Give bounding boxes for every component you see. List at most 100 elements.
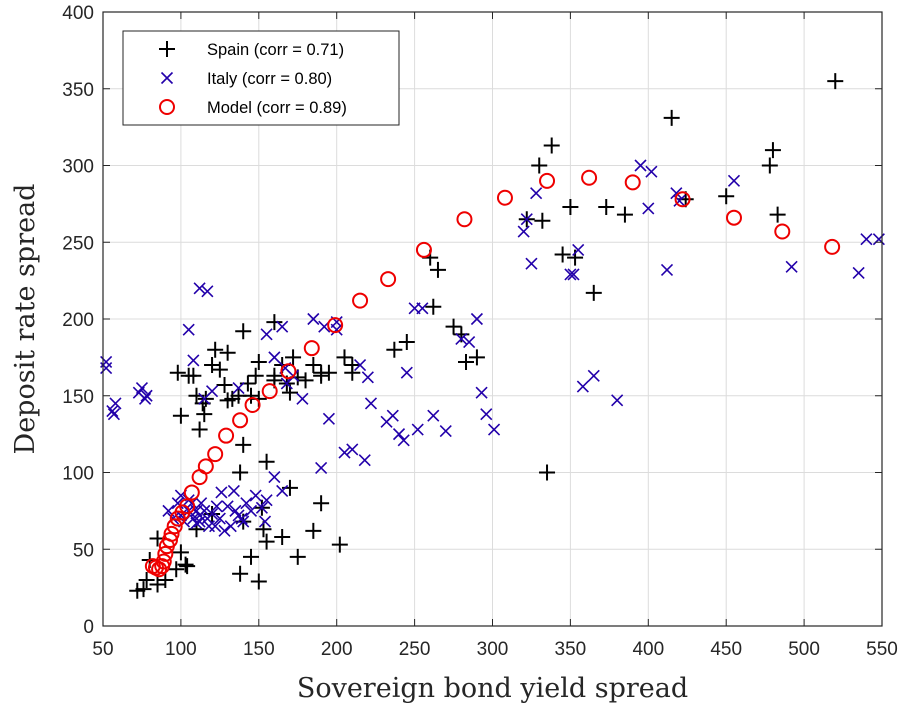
- series-x: [100, 159, 885, 537]
- x-point: [260, 328, 273, 341]
- circle-point: [725, 209, 742, 226]
- plus-point: [305, 357, 322, 374]
- plus-point: [196, 406, 213, 423]
- x-point: [276, 320, 289, 333]
- circle-point: [352, 292, 369, 309]
- circle-point: [303, 340, 320, 357]
- plus-point: [250, 353, 267, 370]
- x-point: [400, 366, 413, 379]
- x-point: [190, 517, 203, 530]
- plus-point: [285, 349, 302, 366]
- x-point: [487, 423, 501, 436]
- x-point: [135, 382, 149, 395]
- legend-label: Model (corr = 0.89): [207, 99, 347, 117]
- x-point: [611, 394, 624, 407]
- plus-point: [232, 565, 249, 582]
- x-point: [439, 424, 452, 438]
- circle-point: [456, 211, 473, 228]
- x-point: [268, 471, 281, 484]
- plus-point: [297, 372, 314, 389]
- circle-point: [244, 396, 261, 413]
- plus-point: [191, 421, 208, 438]
- x-tick-label: 250: [399, 639, 431, 660]
- x-point: [260, 494, 273, 507]
- plus-point: [386, 341, 403, 358]
- x-point: [386, 409, 399, 422]
- circle-point: [232, 412, 249, 429]
- y-tick-label: 350: [62, 80, 94, 101]
- x-point: [634, 159, 647, 172]
- x-point: [100, 355, 113, 369]
- x-point: [660, 263, 674, 276]
- x-tick-label: 500: [788, 639, 820, 660]
- x-point: [642, 202, 655, 215]
- x-point: [276, 484, 289, 497]
- plus-point: [663, 109, 680, 126]
- plus-point: [769, 206, 786, 223]
- plus-point: [468, 349, 485, 366]
- x-point: [232, 382, 245, 395]
- x-point: [785, 260, 798, 273]
- circle-point: [415, 241, 432, 258]
- x-point: [358, 454, 371, 467]
- circle-point: [674, 191, 691, 208]
- x-point: [338, 446, 351, 459]
- legend: Spain (corr = 0.71) Italy (corr = 0.80) Mo…: [122, 30, 400, 126]
- x-point: [209, 520, 222, 533]
- plus-point: [219, 344, 236, 361]
- x-tick-label: 200: [321, 639, 353, 660]
- x-point: [268, 351, 281, 364]
- plus-point: [258, 533, 275, 550]
- x-axis-title: Sovereign bond yield spread: [297, 673, 688, 704]
- x-point: [463, 335, 476, 349]
- series-circle: [144, 169, 841, 578]
- legend-marker-circle: [159, 99, 175, 115]
- plus-point: [247, 367, 264, 384]
- x-point: [235, 512, 248, 525]
- plus-point: [197, 390, 214, 407]
- x-point: [480, 408, 493, 421]
- circle-point: [581, 169, 598, 186]
- plus-point: [177, 556, 194, 573]
- x-point: [315, 461, 328, 474]
- x-point: [670, 187, 683, 200]
- x-point: [139, 392, 152, 405]
- plus-point: [179, 558, 196, 575]
- x-point: [193, 282, 206, 295]
- x-point: [354, 358, 367, 372]
- circle-point: [539, 172, 556, 189]
- plus-point: [235, 436, 252, 453]
- tick-layer: 50 100 150 200 250 300 350 400 450 500 55005010015…: [62, 3, 898, 660]
- x-tick-label: 300: [477, 639, 509, 660]
- plus-point: [138, 571, 155, 588]
- plus-point: [336, 349, 353, 366]
- plus-point: [543, 137, 560, 154]
- x-tick-label: 550: [866, 639, 898, 660]
- x-point: [198, 504, 211, 517]
- circle-point: [163, 525, 180, 542]
- plus-point: [313, 364, 330, 381]
- x-point: [205, 507, 219, 521]
- x-point: [397, 434, 410, 447]
- x-tick-label: 400: [632, 639, 664, 660]
- plus-point: [616, 206, 633, 223]
- plus-point: [135, 581, 152, 598]
- plus-point: [445, 318, 462, 335]
- x-point: [171, 497, 184, 510]
- plus-point: [764, 142, 781, 159]
- legend-entries: Spain (corr = 0.71) Italy (corr = 0.80) Mo…: [159, 41, 347, 117]
- x-point: [587, 369, 600, 382]
- plus-point: [157, 571, 174, 588]
- x-point: [455, 332, 468, 346]
- plus-point: [344, 357, 361, 374]
- x-point: [392, 428, 406, 441]
- x-point: [346, 443, 359, 456]
- x-tick-label: 50: [92, 639, 113, 660]
- x-point: [361, 371, 374, 384]
- x-point: [296, 392, 309, 405]
- x-point: [187, 354, 200, 367]
- y-tick-label: 0: [83, 617, 94, 638]
- x-point: [872, 233, 885, 246]
- plus-point: [172, 407, 189, 424]
- plus-point: [235, 323, 252, 340]
